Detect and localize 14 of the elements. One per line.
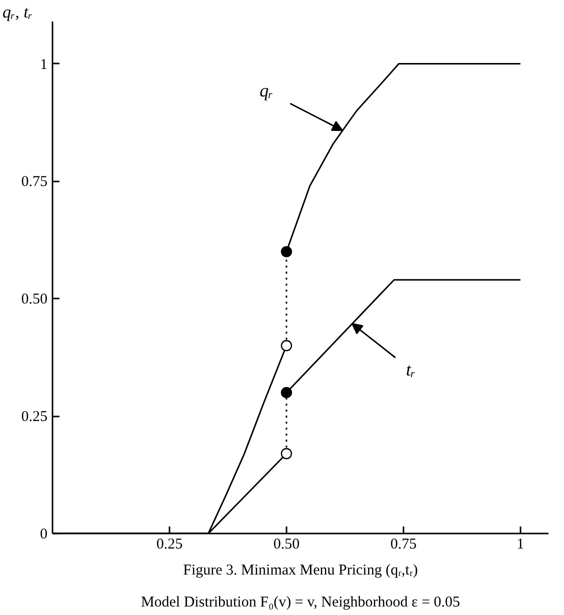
y-tick-label: 0.25 bbox=[21, 409, 48, 426]
x-tick-label: 1 bbox=[516, 536, 524, 552]
y-tick-label: 0.75 bbox=[21, 174, 48, 190]
annotation: qᵣ bbox=[260, 80, 274, 100]
text: Model Distribution F₀(v) = v, Neighborhood ε = 0.05 bbox=[140, 594, 460, 610]
y-tick-label: 1 bbox=[40, 56, 48, 73]
x-tick-label: 0.50 bbox=[273, 536, 300, 552]
y-axis-title: qᵣ, tᵣ bbox=[2, 2, 33, 22]
annotation: tᵣ bbox=[406, 360, 416, 380]
text: Figure 3. Minimax Menu Pricing (qᵣ,tᵣ) bbox=[183, 562, 418, 578]
y-tick-label: 0 bbox=[40, 526, 48, 542]
x-tick-label: 0.75 bbox=[390, 536, 417, 552]
y-tick-label: 0.50 bbox=[21, 292, 48, 308]
x-tick-label: 0.25 bbox=[156, 536, 183, 552]
